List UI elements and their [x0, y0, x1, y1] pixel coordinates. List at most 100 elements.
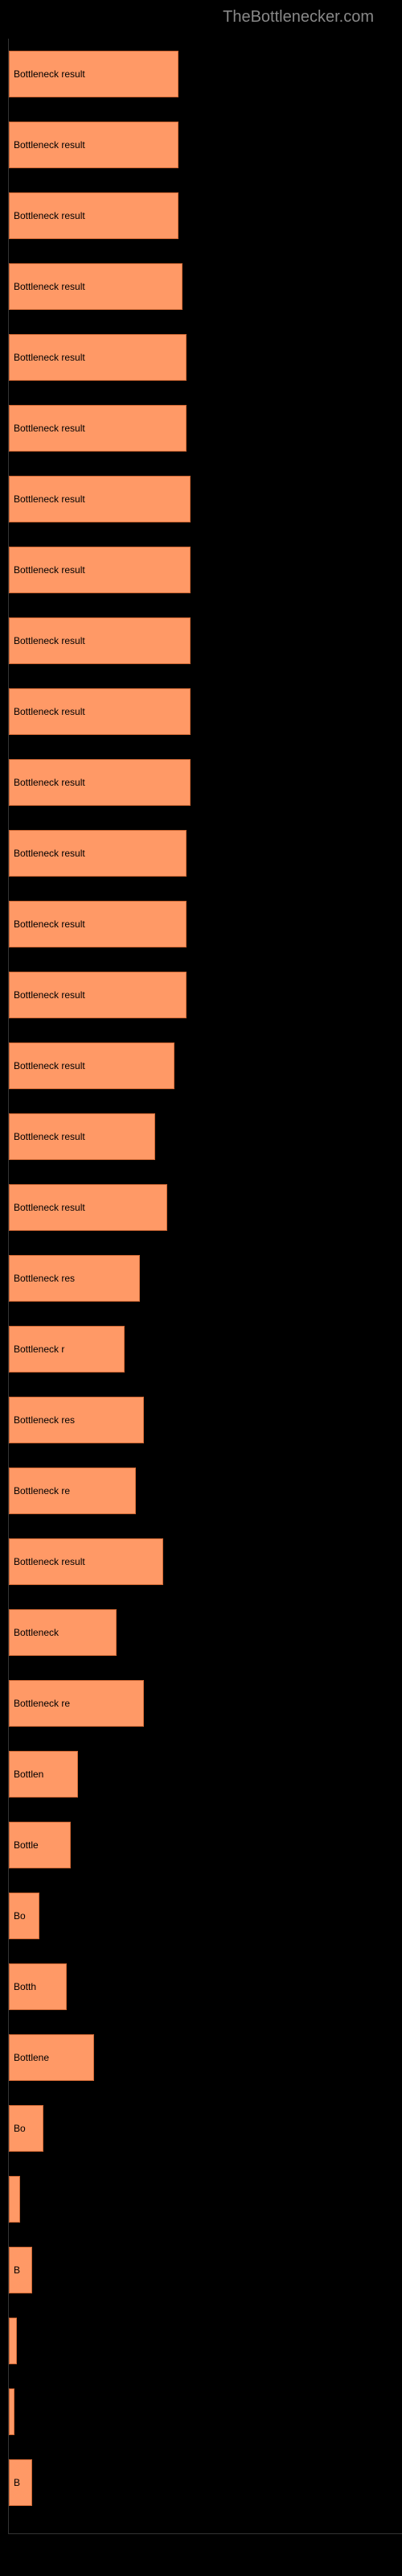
chart-row: Bo: [9, 1880, 402, 1951]
chart-row: [9, 2376, 402, 2447]
bottleneck-bar: Bottleneck result: [9, 830, 187, 877]
chart-row: Bottleneck res: [9, 1385, 402, 1455]
chart-row: Bottleneck result: [9, 747, 402, 818]
bar-label: Botth: [14, 1981, 36, 1992]
chart-row: Bottleneck result: [9, 1101, 402, 1172]
bar-label: Bottleneck result: [14, 564, 85, 576]
bar-label: Bottleneck result: [14, 493, 85, 505]
bottleneck-bar: Bottleneck res: [9, 1397, 144, 1443]
chart-row: B: [9, 2235, 402, 2306]
bar-label: Bo: [14, 2123, 26, 2134]
bar-label: Bottlen: [14, 1769, 43, 1780]
bar-label: Bottleneck result: [14, 919, 85, 930]
bar-label: Bottleneck res: [14, 1414, 75, 1426]
bottleneck-chart: Bottleneck result Bottleneck result Bottle…: [8, 39, 402, 2534]
bar-label: B: [14, 2264, 20, 2276]
bar-label: B: [14, 2477, 20, 2488]
bottleneck-bar: B: [9, 2459, 32, 2506]
bottleneck-bar: Bottle: [9, 1822, 71, 1868]
chart-row: Bottleneck result: [9, 322, 402, 393]
bottleneck-bar: [9, 2388, 14, 2435]
bottleneck-bar: Bottleneck result: [9, 1042, 174, 1089]
bottleneck-bar: Bottleneck result: [9, 1184, 167, 1231]
bar-label: Bottleneck result: [14, 635, 85, 646]
bottleneck-bar: Bottleneck result: [9, 122, 178, 168]
bottleneck-bar: Bottleneck res: [9, 1255, 140, 1302]
bottleneck-bar: [9, 2176, 20, 2223]
bar-label: Bottleneck result: [14, 706, 85, 717]
bottleneck-bar: Bottleneck result: [9, 1113, 155, 1160]
bar-label: Bottleneck result: [14, 281, 85, 292]
chart-row: Bottlen: [9, 1739, 402, 1810]
chart-row: Bottleneck: [9, 1597, 402, 1668]
bar-label: Bottleneck result: [14, 1556, 85, 1567]
chart-row: B: [9, 2447, 402, 2518]
bottleneck-bar: Bottleneck result: [9, 1538, 163, 1585]
bottleneck-bar: Bottleneck re: [9, 1468, 136, 1514]
chart-row: Bottleneck result: [9, 393, 402, 464]
chart-row: Bottleneck res: [9, 1243, 402, 1314]
chart-row: Botth: [9, 1951, 402, 2022]
chart-row: Bottleneck re: [9, 1455, 402, 1526]
chart-row: Bottleneck result: [9, 109, 402, 180]
chart-row: Bottleneck result: [9, 39, 402, 109]
bar-label: Bottle: [14, 1839, 39, 1851]
bottleneck-bar: Bottleneck r: [9, 1326, 125, 1373]
bar-label: Bottleneck result: [14, 352, 85, 363]
bottleneck-bar: Bottleneck result: [9, 476, 191, 522]
bar-label: Bottleneck result: [14, 848, 85, 859]
bottleneck-bar: Bottlen: [9, 1751, 78, 1798]
bottleneck-bar: Bottleneck result: [9, 334, 187, 381]
chart-row: Bottleneck result: [9, 1526, 402, 1597]
chart-row: Bo: [9, 2093, 402, 2164]
bar-label: Bottleneck result: [14, 1202, 85, 1213]
chart-row: Bottleneck result: [9, 535, 402, 605]
chart-row: Bottle: [9, 1810, 402, 1880]
site-header: TheBottlenecker.com: [4, 8, 398, 27]
bar-label: Bottleneck result: [14, 210, 85, 221]
bottleneck-bar: B: [9, 2247, 32, 2293]
bottleneck-bar: Bottleneck: [9, 1609, 117, 1656]
chart-row: Bottleneck result: [9, 889, 402, 960]
bar-label: Bottleneck result: [14, 1131, 85, 1142]
chart-row: Bottleneck result: [9, 818, 402, 889]
bottleneck-bar: Bottleneck result: [9, 759, 191, 806]
bottleneck-bar: Bottleneck result: [9, 263, 183, 310]
bottleneck-bar: Bottleneck result: [9, 51, 178, 97]
bottleneck-bar: [9, 2318, 17, 2364]
bar-label: Bottleneck res: [14, 1273, 75, 1284]
chart-row: [9, 2164, 402, 2235]
bottleneck-bar: Bo: [9, 2105, 43, 2152]
chart-row: Bottleneck result: [9, 251, 402, 322]
bottleneck-bar: Bottleneck result: [9, 405, 187, 452]
bar-label: Bottleneck result: [14, 1060, 85, 1071]
bar-label: Bottleneck result: [14, 777, 85, 788]
bottleneck-bar: Botth: [9, 1963, 67, 2010]
bottleneck-bar: Bottleneck result: [9, 901, 187, 947]
bottleneck-bar: Bottleneck result: [9, 547, 191, 593]
chart-row: Bottleneck result: [9, 464, 402, 535]
bottleneck-bar: Bottleneck result: [9, 192, 178, 239]
chart-row: Bottleneck result: [9, 605, 402, 676]
chart-row: Bottleneck result: [9, 676, 402, 747]
bar-label: Bo: [14, 1910, 26, 1922]
bar-label: Bottleneck: [14, 1627, 59, 1638]
bar-label: Bottleneck re: [14, 1485, 70, 1496]
chart-row: Bottleneck result: [9, 1030, 402, 1101]
bar-label: Bottleneck result: [14, 423, 85, 434]
bottleneck-bar: Bottlene: [9, 2034, 94, 2081]
bar-label: Bottleneck re: [14, 1698, 70, 1709]
bar-label: Bottleneck result: [14, 68, 85, 80]
bottleneck-bar: Bottleneck result: [9, 688, 191, 735]
chart-row: [9, 2306, 402, 2376]
bar-label: Bottlene: [14, 2052, 49, 2063]
chart-row: Bottlene: [9, 2022, 402, 2093]
bottleneck-bar: Bottleneck result: [9, 972, 187, 1018]
chart-row: Bottleneck re: [9, 1668, 402, 1739]
bar-label: Bottleneck result: [14, 139, 85, 151]
chart-row: Bottleneck r: [9, 1314, 402, 1385]
chart-row: Bottleneck result: [9, 960, 402, 1030]
chart-row: Bottleneck result: [9, 180, 402, 251]
chart-row: Bottleneck result: [9, 1172, 402, 1243]
bottleneck-bar: Bo: [9, 1893, 39, 1939]
